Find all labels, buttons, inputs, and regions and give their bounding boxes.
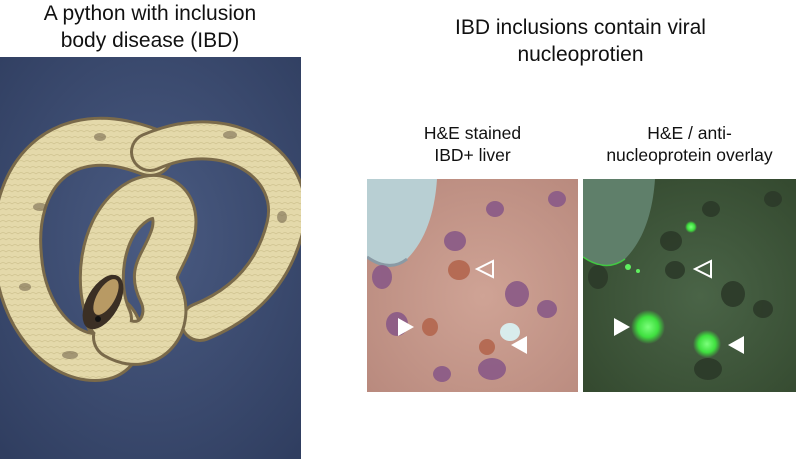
he-panel-label: H&E stained IBD+ liver: [367, 122, 578, 166]
left-title-line2: body disease (IBD): [60, 29, 240, 52]
right-figure-title: IBD inclusions contain viral nucleoproti…: [365, 14, 796, 68]
python-photo: [0, 57, 301, 459]
he-label-line1: H&E stained: [423, 123, 522, 143]
right-title-line2: nucleoprotien: [517, 43, 644, 66]
open-arrowhead: [692, 259, 712, 279]
overlay-micrograph: [583, 179, 796, 392]
overlay-label-line1: H&E / anti-: [647, 123, 732, 143]
snake-head: [82, 274, 124, 330]
snake-tail: [200, 305, 240, 322]
arrowhead-left: [398, 318, 414, 336]
fluorescent-inclusion-right: [693, 330, 721, 358]
arrowhead-right: [728, 336, 744, 354]
vessel-lumen: [367, 179, 437, 266]
fluorescent-inclusion-large: [631, 310, 665, 344]
left-figure-title: A python with inclusion body disease (IB…: [0, 0, 300, 54]
he-label-line2: IBD+ liver: [434, 145, 511, 165]
overlay-micrograph-image: [583, 179, 796, 392]
arrowhead-right: [511, 336, 527, 354]
python-illustration: [0, 57, 301, 459]
bright-inclusion: [500, 323, 520, 341]
he-micrograph: [367, 179, 578, 392]
right-title-line1: IBD inclusions contain viral: [455, 16, 706, 39]
overlay-panel-label: H&E / anti- nucleoprotein overlay: [583, 122, 796, 166]
left-title-line1: A python with inclusion: [43, 2, 257, 25]
arrowhead-left: [614, 318, 630, 336]
overlay-label-line2: nucleoprotein overlay: [606, 145, 773, 165]
open-arrowhead: [474, 259, 494, 279]
he-micrograph-image: [367, 179, 578, 392]
